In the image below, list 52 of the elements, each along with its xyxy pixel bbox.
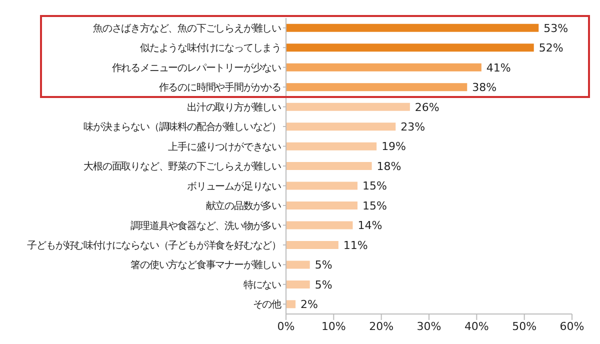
y-tick-label: 大根の面取りなど、野菜の下ごしらえが難しい [84, 160, 282, 173]
bar [286, 102, 410, 111]
y-tick-label: ボリュームが足りない [186, 181, 282, 192]
x-tick-label: 0% [277, 320, 295, 333]
data-label: 41% [486, 61, 511, 74]
bar [286, 24, 539, 32]
data-label: 23% [400, 120, 426, 134]
bar [286, 240, 338, 249]
bar [286, 221, 353, 230]
y-tick-label: 出汁の取り方が難しい [186, 101, 282, 114]
data-label: 15% [362, 180, 387, 193]
bar [286, 280, 310, 288]
y-tick-label: 似たような味付けになってしまう [140, 42, 281, 54]
data-label: 2% [300, 298, 318, 312]
x-tick-label: 10% [321, 320, 346, 333]
bar [286, 44, 534, 52]
bar [286, 202, 358, 210]
bar [286, 182, 358, 190]
data-label: 11% [343, 238, 368, 252]
x-tick-label: 50% [512, 320, 537, 333]
data-label: 52% [538, 42, 564, 55]
data-label: 15% [362, 199, 387, 212]
data-label: 14% [358, 219, 382, 232]
y-tick-label: その他 [252, 298, 282, 311]
data-label: 26% [414, 100, 440, 114]
y-tick-label: 特にない [243, 278, 282, 291]
y-tick-label: 箸の使い方など食事マナーが難しい [130, 259, 282, 272]
bar [286, 142, 377, 150]
y-tick-label: 味が決まらない（調味料の配合が難しいなど） [84, 121, 281, 134]
y-tick-label: 作れるメニューのレパートリーが少ない [110, 62, 282, 74]
data-label: 53% [544, 22, 568, 35]
y-tick-label: 作るのに時間や手間がかかる [158, 82, 281, 94]
y-tick-label: 調理道具や食器など、洗い物が多い [130, 220, 282, 232]
data-label: 18% [376, 160, 402, 173]
y-tick-label: 魚のさばき方など、魚の下ごしらえが難しい [92, 22, 282, 34]
x-tick-label: 30% [416, 320, 442, 333]
bar [286, 63, 482, 72]
x-tick-label: 60% [560, 320, 584, 333]
data-label: 19% [382, 140, 406, 154]
data-label: 38% [472, 81, 497, 94]
bar [286, 162, 372, 170]
x-tick-label: 40% [464, 320, 489, 333]
y-tick-label: 献立の品数が多い [206, 200, 282, 212]
data-label: 5% [314, 278, 332, 292]
y-tick-label: 子どもが好む味付けにならない（子どもが洋食を好むなど） [27, 239, 281, 252]
bar [286, 122, 396, 131]
bar [286, 300, 296, 308]
x-tick-label: 20% [369, 320, 394, 333]
y-tick-label: 上手に盛りつけができない [168, 140, 282, 153]
bar [286, 83, 468, 92]
data-label: 5% [314, 258, 332, 272]
bar [286, 260, 310, 269]
